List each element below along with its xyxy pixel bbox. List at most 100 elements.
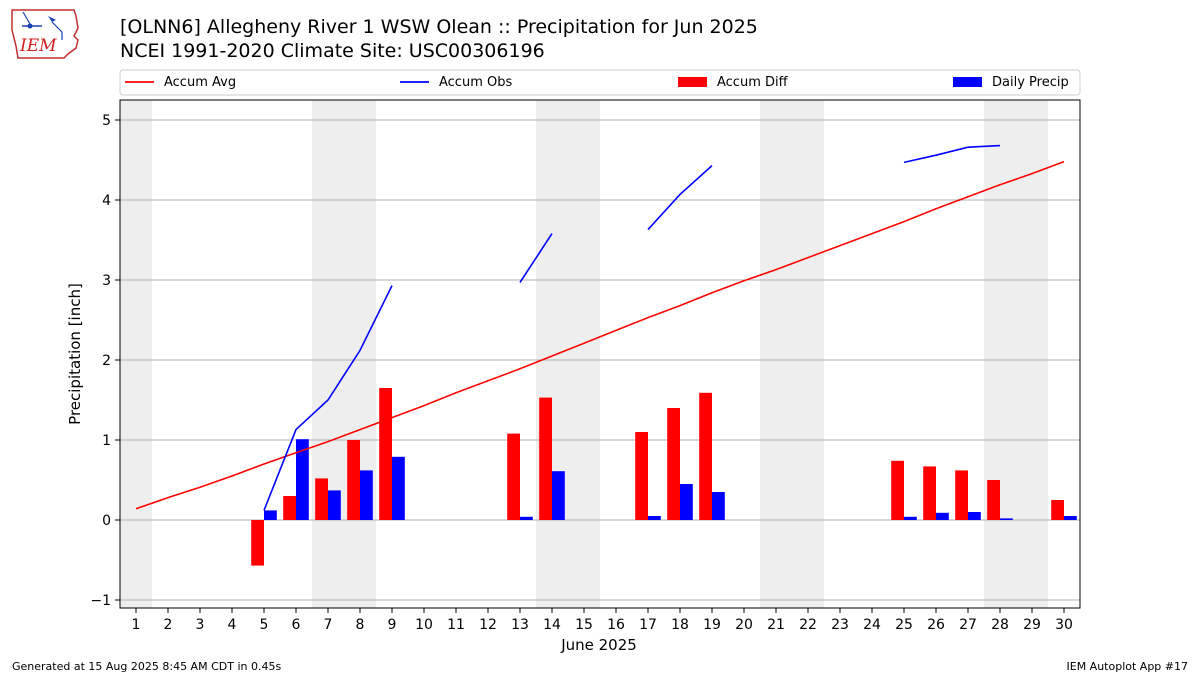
iem-state-logo-icon: IEM	[11, 9, 79, 59]
accum-diff-bar	[251, 520, 264, 566]
weekend-shade	[984, 100, 1048, 608]
x-tick-label: 1	[132, 617, 141, 633]
daily-precip-bar	[1064, 516, 1077, 520]
accum-diff-bar	[507, 433, 520, 520]
legend-accum-avg-label: Accum Avg	[164, 75, 236, 90]
weekend-shade	[312, 100, 376, 608]
x-tick-label: 4	[228, 617, 237, 633]
daily-precip-bar	[296, 439, 309, 520]
accum-diff-bar	[283, 496, 296, 520]
accum-diff-bar	[379, 388, 392, 520]
x-tick-label: 2	[164, 617, 173, 633]
x-tick-label: 19	[703, 617, 721, 633]
daily-precip-bar	[904, 516, 917, 520]
y-tick-label: 0	[102, 513, 111, 529]
legend-accum-diff-label: Accum Diff	[717, 75, 789, 90]
app-note: IEM Autoplot App #17	[1066, 660, 1189, 673]
gridlines	[120, 119, 1080, 601]
x-tick-label: 13	[511, 617, 529, 633]
accum-diff-bar	[315, 478, 328, 520]
y-tick-label: 1	[102, 433, 111, 449]
x-tick-label: 10	[415, 617, 433, 633]
x-tick-label: 29	[1023, 617, 1041, 633]
accum-obs-line	[647, 165, 713, 231]
daily-precip-bar	[360, 470, 373, 520]
y-tick-label: 4	[102, 193, 111, 209]
accum-avg-line	[135, 160, 1065, 510]
legend-box	[119, 69, 1081, 96]
accum-obs-line	[519, 233, 553, 283]
x-tick-label: 14	[543, 617, 561, 633]
x-tick-label: 24	[863, 617, 881, 633]
weekend-shading	[120, 100, 1048, 608]
daily-precip-bar	[328, 490, 341, 520]
accum-diff-bar	[667, 408, 680, 520]
logo-text: IEM	[19, 36, 57, 56]
accum-diff-bar	[347, 440, 360, 520]
accum-obs-line	[903, 144, 1001, 164]
accum-diff-bar	[955, 470, 968, 520]
lines	[135, 144, 1065, 511]
legend: Accum Avg Accum Obs Accum Diff Daily Precip	[119, 69, 1081, 96]
x-tick-label: 7	[324, 617, 333, 633]
x-axis-label: June 2025	[560, 636, 637, 654]
daily-precip-bar	[1000, 518, 1013, 520]
x-tick-label: 21	[767, 617, 785, 633]
x-tick-label: 17	[639, 617, 657, 633]
accum-diff-bar	[539, 397, 552, 520]
legend-daily-precip-swatch	[953, 77, 982, 87]
x-tick-label: 18	[671, 617, 689, 633]
x-tick-label: 16	[607, 617, 625, 633]
iem-logo: IEM	[8, 6, 84, 64]
daily-precip-bar	[392, 456, 405, 520]
accum-diff-bar	[635, 432, 648, 520]
x-tick-label: 30	[1055, 617, 1073, 633]
y-tick-label: −1	[90, 593, 111, 609]
legend-daily-precip-label: Daily Precip	[992, 75, 1069, 90]
x-tick-label: 3	[196, 617, 205, 633]
legend-accum-obs-label: Accum Obs	[439, 75, 512, 90]
accum-diff-bar	[923, 466, 936, 520]
legend-accum-diff-swatch	[678, 77, 707, 87]
x-tick-label: 23	[831, 617, 849, 633]
x-tick-label: 15	[575, 617, 593, 633]
weekend-shade	[760, 100, 824, 608]
x-tick-label: 8	[356, 617, 365, 633]
x-tick-label: 28	[991, 617, 1009, 633]
generated-note: Generated at 15 Aug 2025 8:45 AM CDT in …	[12, 660, 282, 673]
accum-obs-line	[263, 285, 393, 511]
x-tick-label: 20	[735, 617, 753, 633]
y-tick-label: 3	[102, 273, 111, 289]
x-tick-label: 6	[292, 617, 301, 633]
x-tick-label: 25	[895, 617, 913, 633]
weekend-shade	[536, 100, 600, 608]
x-tick-label: 11	[447, 617, 465, 633]
daily-precip-bar	[712, 492, 725, 520]
accum-diff-bar	[987, 480, 1000, 520]
y-tick-label: 5	[102, 113, 111, 129]
x-tick-label: 12	[479, 617, 497, 633]
x-tick-label: 5	[260, 617, 269, 633]
y-axis-label: Precipitation [inch]	[66, 283, 84, 425]
plot-frame	[119, 99, 1081, 609]
daily-precip-bar	[264, 510, 277, 520]
accum-diff-bar	[699, 392, 712, 520]
chart-title: [OLNN6] Allegheny River 1 WSW Olean :: P…	[120, 16, 758, 38]
daily-precip-bar	[520, 516, 533, 520]
weekend-shade	[120, 100, 152, 608]
daily-precip-bar	[648, 516, 661, 520]
x-tick-label: 9	[388, 617, 397, 633]
bars	[251, 388, 1077, 566]
chart-subtitle: NCEI 1991-2020 Climate Site: USC00306196	[120, 40, 545, 62]
accum-diff-bar	[1051, 500, 1064, 520]
x-tick-label: 27	[959, 617, 977, 633]
x-tick-label: 22	[799, 617, 817, 633]
daily-precip-bar	[552, 471, 565, 520]
accum-diff-bar	[891, 460, 904, 520]
daily-precip-bar	[968, 512, 981, 520]
y-tick-label: 2	[102, 353, 111, 369]
daily-precip-bar	[936, 512, 949, 520]
daily-precip-bar	[680, 484, 693, 520]
